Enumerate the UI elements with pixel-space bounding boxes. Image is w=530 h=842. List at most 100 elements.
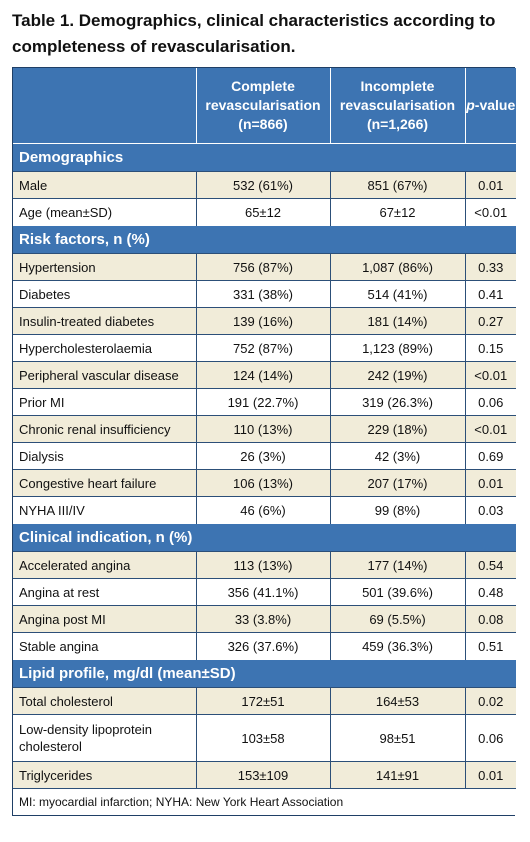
table-row: Low-density lipoprotein cholesterol 103±5… <box>13 714 516 762</box>
header-complete-line3: (n=866) <box>238 116 288 132</box>
header-incomplete-line3: (n=1,266) <box>366 116 429 132</box>
table-row: Chronic renal insufficiency 110 (13%) 229 … <box>13 415 516 443</box>
table-row: Hypertension 756 (87%) 1,087 (86%) 0.33 <box>13 253 516 281</box>
incomplete-value: 319 (26.3%) <box>329 388 465 416</box>
row-label: NYHA III/IV <box>13 496 196 524</box>
complete-value: 172±51 <box>195 687 330 715</box>
row-label: Low-density lipoprotein cholesterol <box>13 714 196 762</box>
row-label: Congestive heart failure <box>13 469 196 497</box>
section-header-row: Risk factors, n (%) <box>13 225 516 254</box>
p-value: 0.02 <box>464 687 516 715</box>
incomplete-value: 229 (18%) <box>329 415 465 443</box>
table-row: Triglycerides 153±109 141±91 0.01 <box>13 761 516 789</box>
header-row: Complete revascularisation (n=866) Incom… <box>13 68 516 144</box>
p-value: 0.33 <box>464 253 516 281</box>
incomplete-value: 67±12 <box>329 198 465 226</box>
header-p-rest: -value <box>474 97 516 113</box>
row-label: Male <box>13 171 196 199</box>
row-label: Triglycerides <box>13 761 196 789</box>
complete-value: 65±12 <box>195 198 330 226</box>
p-value: <0.01 <box>464 198 516 226</box>
header-variable <box>13 68 196 144</box>
complete-value: 103±58 <box>195 714 330 762</box>
data-table: Complete revascularisation (n=866) Incom… <box>13 68 516 815</box>
header-p-italic: p <box>466 97 475 113</box>
row-label: Chronic renal insufficiency <box>13 415 196 443</box>
row-label: Hypercholesterolaemia <box>13 334 196 362</box>
incomplete-value: 242 (19%) <box>329 361 465 389</box>
incomplete-value: 459 (36.3%) <box>329 632 465 660</box>
incomplete-value: 42 (3%) <box>329 442 465 470</box>
table-row: Angina at rest 356 (41.1%) 501 (39.6%) 0.48 <box>13 578 516 606</box>
row-label: Stable angina <box>13 632 196 660</box>
complete-value: 113 (13%) <box>195 551 330 579</box>
p-value: 0.01 <box>464 469 516 497</box>
complete-value: 532 (61%) <box>195 171 330 199</box>
table-title: Table 1. Demographics, clinical characte… <box>12 11 496 56</box>
p-value: 0.01 <box>464 761 516 789</box>
row-label: Peripheral vascular disease <box>13 361 196 389</box>
p-value: 0.06 <box>464 714 516 762</box>
table-row: Stable angina 326 (37.6%) 459 (36.3%) 0.51 <box>13 632 516 660</box>
table-row: Total cholesterol 172±51 164±53 0.02 <box>13 687 516 715</box>
header-incomplete-line2: revascularisation <box>339 97 456 113</box>
row-label: Dialysis <box>13 442 196 470</box>
complete-value: 26 (3%) <box>195 442 330 470</box>
p-value: 0.41 <box>464 280 516 308</box>
footnote-row: MI: myocardial infarction; NYHA: New Yor… <box>13 788 516 815</box>
p-value: <0.01 <box>464 361 516 389</box>
table-body: Demographics Male 532 (61%) 851 (67%) 0.01 Ag… <box>13 143 516 815</box>
table-row: Hypercholesterolaemia 752 (87%) 1,123 (89%… <box>13 334 516 362</box>
header-incomplete: Incomplete revascularisation (n=1,266) <box>329 68 465 144</box>
complete-value: 326 (37.6%) <box>195 632 330 660</box>
row-label: Diabetes <box>13 280 196 308</box>
table-row: Age (mean±SD) 65±12 67±12 <0.01 <box>13 198 516 226</box>
p-value: 0.69 <box>464 442 516 470</box>
p-value: <0.01 <box>464 415 516 443</box>
complete-value: 191 (22.7%) <box>195 388 330 416</box>
row-label: Angina at rest <box>13 578 196 606</box>
table-row: Dialysis 26 (3%) 42 (3%) 0.69 <box>13 442 516 470</box>
row-label: Accelerated angina <box>13 551 196 579</box>
p-value: 0.27 <box>464 307 516 335</box>
complete-value: 153±109 <box>195 761 330 789</box>
complete-value: 331 (38%) <box>195 280 330 308</box>
complete-value: 124 (14%) <box>195 361 330 389</box>
section-header-row: Lipid profile, mg/dl (mean±SD) <box>13 659 516 688</box>
header-complete-line1: Complete <box>231 78 295 94</box>
table-row: Angina post MI 33 (3.8%) 69 (5.5%) 0.08 <box>13 605 516 633</box>
p-value: 0.08 <box>464 605 516 633</box>
table-row: Diabetes 331 (38%) 514 (41%) 0.41 <box>13 280 516 308</box>
row-label: Age (mean±SD) <box>13 198 196 226</box>
incomplete-value: 501 (39.6%) <box>329 578 465 606</box>
row-label: Prior MI <box>13 388 196 416</box>
section-header-row: Clinical indication, n (%) <box>13 523 516 552</box>
data-table-frame: Complete revascularisation (n=866) Incom… <box>12 67 516 816</box>
header-p-value: p-value <box>464 68 516 144</box>
table-row: Male 532 (61%) 851 (67%) 0.01 <box>13 171 516 199</box>
row-label: Hypertension <box>13 253 196 281</box>
p-value: 0.51 <box>464 632 516 660</box>
p-value: 0.06 <box>464 388 516 416</box>
section-title: Clinical indication, n (%) <box>13 523 516 552</box>
incomplete-value: 164±53 <box>329 687 465 715</box>
incomplete-value: 851 (67%) <box>329 171 465 199</box>
complete-value: 139 (16%) <box>195 307 330 335</box>
table-row: Insulin-treated diabetes 139 (16%) 181 (14… <box>13 307 516 335</box>
p-value: 0.01 <box>464 171 516 199</box>
complete-value: 110 (13%) <box>195 415 330 443</box>
p-value: 0.54 <box>464 551 516 579</box>
table-row: Peripheral vascular disease 124 (14%) 242 … <box>13 361 516 389</box>
complete-value: 756 (87%) <box>195 253 330 281</box>
header-incomplete-line1: Incomplete <box>360 78 435 94</box>
complete-value: 356 (41.1%) <box>195 578 330 606</box>
section-title: Demographics <box>13 143 516 172</box>
incomplete-value: 514 (41%) <box>329 280 465 308</box>
section-title: Lipid profile, mg/dl (mean±SD) <box>13 659 516 688</box>
p-value: 0.03 <box>464 496 516 524</box>
p-value: 0.48 <box>464 578 516 606</box>
section-header-row: Demographics <box>13 143 516 172</box>
complete-value: 752 (87%) <box>195 334 330 362</box>
incomplete-value: 1,087 (86%) <box>329 253 465 281</box>
row-label: Insulin-treated diabetes <box>13 307 196 335</box>
